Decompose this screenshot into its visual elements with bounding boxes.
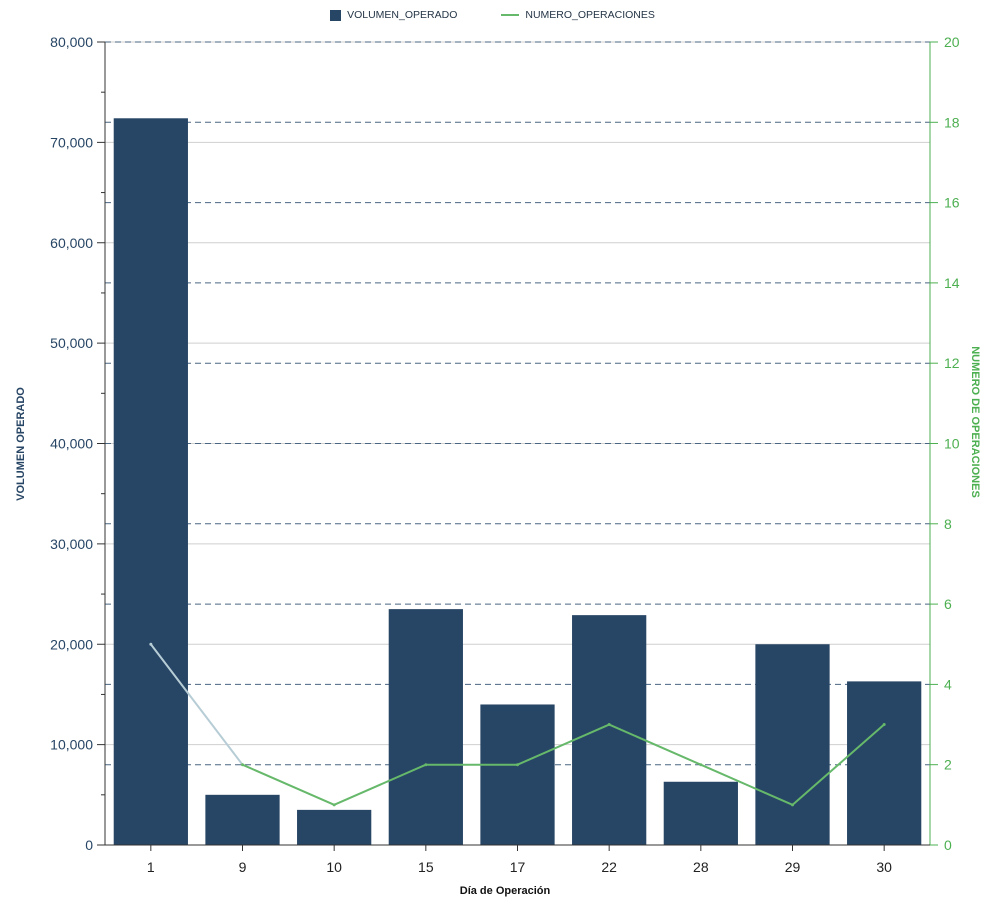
y-tick-label: 10,000 — [50, 737, 93, 753]
y-tick-label: 70,000 — [50, 134, 93, 150]
bar-30 — [847, 681, 922, 845]
bar-28 — [663, 781, 738, 845]
y-tick-label: 60,000 — [50, 235, 93, 251]
line-segment — [149, 643, 244, 766]
y2-tick-label: 8 — [944, 516, 952, 532]
legend-item-volumen[interactable]: VOLUMEN_OPERADO — [330, 9, 457, 21]
line-series — [149, 642, 886, 807]
y2-tick-label: 20 — [944, 34, 960, 50]
x-tick-label: 22 — [601, 859, 617, 875]
bar-9 — [205, 794, 280, 845]
y-tick-label: 50,000 — [50, 335, 93, 351]
legend-label-volumen: VOLUMEN_OPERADO — [347, 9, 458, 21]
y-tick-label: 30,000 — [50, 536, 93, 552]
line-point-28 — [699, 763, 703, 767]
line-point-22 — [607, 723, 611, 727]
line-point-15 — [424, 763, 428, 767]
y2-tick-label: 10 — [944, 436, 960, 452]
x-tick-label: 17 — [510, 859, 526, 875]
x-tick-label: 28 — [693, 859, 709, 875]
x-tick-label: 15 — [418, 859, 434, 875]
y2-tick-label: 6 — [944, 596, 952, 612]
line-point-1 — [149, 642, 153, 646]
legend-item-operaciones[interactable]: NUMERO_OPERACIONES — [501, 9, 655, 21]
x-tick-label: 29 — [785, 859, 801, 875]
x-axis-title: Día de Operación — [460, 885, 551, 897]
line-segment — [608, 723, 702, 766]
y2-tick-label: 4 — [944, 676, 952, 692]
line-point-9 — [241, 763, 244, 767]
y2-tick-label: 12 — [944, 355, 960, 371]
line-segment — [241, 763, 336, 806]
x-tick-label: 10 — [326, 859, 342, 875]
y-tick-label: 0 — [85, 837, 93, 853]
y2-tick-label: 0 — [944, 837, 952, 853]
grid — [105, 41, 930, 766]
bars — [113, 118, 922, 845]
y2-tick-label: 16 — [944, 195, 960, 211]
y-tick-label: 20,000 — [50, 636, 93, 652]
x-tick-label: 9 — [239, 859, 247, 875]
y-axis-title: VOLUMEN OPERADO — [15, 387, 27, 501]
line-segment — [333, 763, 427, 806]
legend-swatch-bar — [330, 9, 342, 21]
y2-tick-label: 18 — [944, 114, 960, 130]
legend-swatch-line — [501, 14, 520, 16]
legend: VOLUMEN_OPERADO NUMERO_OPERACIONES — [0, 9, 985, 21]
line-point-29 — [791, 803, 794, 807]
y-tick-label: 80,000 — [50, 34, 93, 50]
bar-15 — [388, 609, 463, 845]
x-tick-label: 1 — [147, 859, 155, 875]
legend-label-operaciones: NUMERO_OPERACIONES — [525, 9, 655, 21]
line-segment — [516, 723, 611, 766]
bar-22 — [572, 615, 647, 845]
x-tick-label: 30 — [876, 859, 892, 875]
line-point-10 — [332, 803, 336, 807]
y2-axis-title: NUMERO DE OPERACIONES — [969, 346, 981, 498]
y2-tick-label: 14 — [944, 275, 960, 291]
bar-17 — [480, 704, 555, 845]
line-segment — [791, 723, 886, 806]
y2-tick-label: 2 — [944, 757, 952, 773]
bar-10 — [297, 809, 372, 845]
line-point-17 — [516, 763, 519, 767]
bar-29 — [755, 644, 830, 845]
line-point-30 — [882, 723, 886, 727]
bar-1 — [113, 118, 188, 845]
line-segment — [699, 763, 794, 806]
axes: 0 10,000 20,000 30,000 40,000 50,000 60,000 70,… — [50, 34, 960, 875]
y-tick-label: 40,000 — [50, 436, 93, 452]
